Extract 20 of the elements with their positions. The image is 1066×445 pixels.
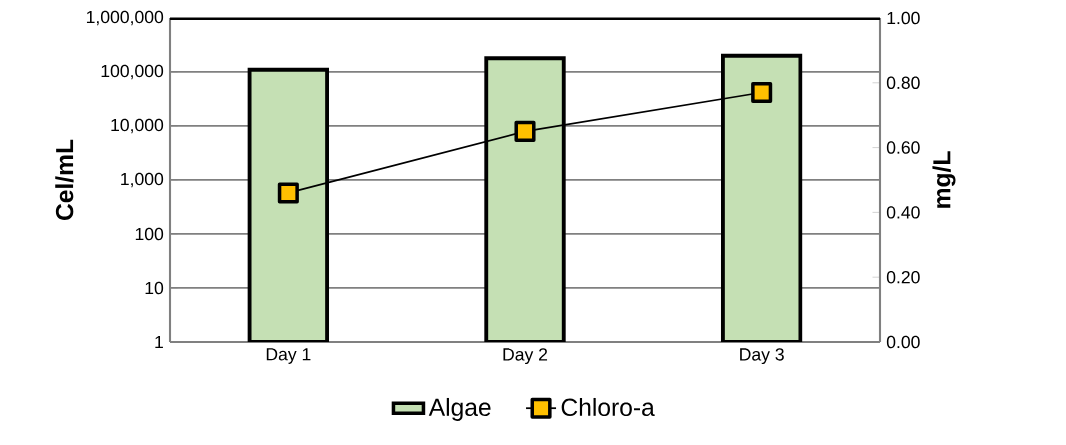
- y-tick-label: 1: [155, 335, 163, 349]
- legend-label: Chloro-a: [561, 397, 655, 417]
- y2-tick-label: 0.60: [886, 141, 920, 154]
- y-tick-label: 100,000: [101, 64, 164, 80]
- y-tick-label: 10,000: [111, 118, 164, 134]
- x-tick-label: Day 2: [503, 348, 548, 365]
- x-tick-label: Day 3: [740, 348, 784, 365]
- y2-tick-label: 0.80: [886, 76, 920, 89]
- x-tick-label: Day 1: [266, 348, 311, 364]
- legend-label: Algae: [428, 397, 491, 421]
- y2-tick-label: 1.00: [887, 11, 920, 25]
- y-axis-title: Cel/mL: [55, 139, 74, 220]
- y-tick-label: 10: [145, 281, 164, 295]
- y2-axis-title: mg/L: [932, 151, 956, 208]
- y2-tick-label: 0.00: [886, 335, 920, 349]
- y2-tick-label: 0.20: [886, 270, 920, 284]
- y-tick-label: 1,000,000: [86, 10, 164, 26]
- y-tick-label: 1,000: [121, 172, 164, 188]
- y-tick-label: 100: [135, 227, 164, 241]
- y2-tick-label: 0.40: [886, 206, 920, 219]
